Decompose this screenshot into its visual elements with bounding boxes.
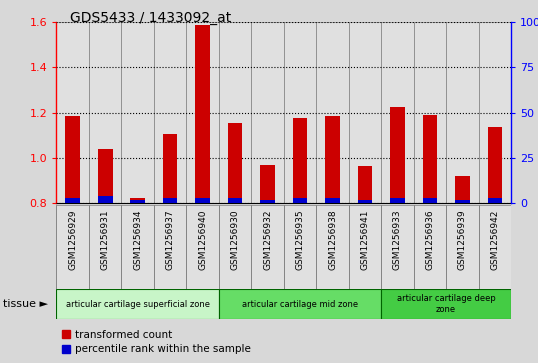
Bar	[98, 196, 112, 203]
Bar	[381, 289, 511, 319]
Bar	[154, 22, 186, 203]
Text: GSM1256936: GSM1256936	[426, 209, 434, 270]
Bar	[251, 205, 284, 289]
Bar	[219, 22, 251, 203]
Text: articular cartilage mid zone: articular cartilage mid zone	[242, 299, 358, 309]
Bar	[130, 200, 145, 203]
Bar	[325, 116, 340, 203]
Bar	[186, 22, 219, 203]
Bar	[260, 165, 275, 203]
Text: GSM1256939: GSM1256939	[458, 209, 467, 270]
Text: GSM1256929: GSM1256929	[68, 209, 77, 270]
Text: GSM1256930: GSM1256930	[231, 209, 239, 270]
Bar	[228, 198, 243, 203]
Text: GDS5433 / 1433092_at: GDS5433 / 1433092_at	[70, 11, 231, 25]
Text: GSM1256940: GSM1256940	[198, 209, 207, 270]
Bar	[479, 205, 511, 289]
Bar	[219, 205, 251, 289]
Bar	[89, 205, 122, 289]
Bar	[423, 198, 437, 203]
Bar	[56, 22, 89, 203]
Text: GSM1256934: GSM1256934	[133, 209, 142, 270]
Bar	[122, 22, 154, 203]
Text: tissue ►: tissue ►	[3, 299, 48, 309]
Bar	[260, 200, 275, 203]
Text: articular cartilage superficial zone: articular cartilage superficial zone	[66, 299, 210, 309]
Text: articular cartilage deep
zone: articular cartilage deep zone	[397, 294, 495, 314]
Bar	[195, 198, 210, 203]
Bar	[251, 22, 284, 203]
Bar	[293, 198, 307, 203]
Bar	[423, 115, 437, 203]
Bar	[349, 205, 381, 289]
Text: GSM1256938: GSM1256938	[328, 209, 337, 270]
Bar	[381, 205, 414, 289]
Bar	[89, 22, 122, 203]
Text: GSM1256931: GSM1256931	[101, 209, 110, 270]
Bar	[195, 25, 210, 203]
Bar	[487, 198, 502, 203]
Text: GSM1256933: GSM1256933	[393, 209, 402, 270]
Bar	[381, 22, 414, 203]
Bar	[414, 22, 446, 203]
Text: GSM1256937: GSM1256937	[166, 209, 175, 270]
Bar	[455, 200, 470, 203]
Bar	[455, 176, 470, 203]
Bar	[487, 127, 502, 203]
Bar	[358, 200, 372, 203]
Bar	[56, 289, 219, 319]
Text: GSM1256942: GSM1256942	[490, 209, 499, 270]
Bar	[316, 22, 349, 203]
Text: GSM1256941: GSM1256941	[360, 209, 370, 270]
Bar	[66, 116, 80, 203]
Bar	[390, 198, 405, 203]
Bar	[284, 205, 316, 289]
Bar	[446, 205, 479, 289]
Bar	[479, 22, 511, 203]
Bar	[325, 198, 340, 203]
Bar	[316, 205, 349, 289]
Bar	[130, 197, 145, 203]
Legend: transformed count, percentile rank within the sample: transformed count, percentile rank withi…	[62, 330, 251, 354]
Bar	[414, 205, 446, 289]
Bar	[446, 22, 479, 203]
Text: GSM1256932: GSM1256932	[263, 209, 272, 270]
Bar	[154, 205, 186, 289]
Bar	[56, 205, 89, 289]
Bar	[390, 107, 405, 203]
Bar	[98, 149, 112, 203]
Bar	[284, 22, 316, 203]
Bar	[122, 205, 154, 289]
Bar	[219, 289, 381, 319]
Bar	[66, 198, 80, 203]
Bar	[228, 123, 243, 203]
Bar	[163, 134, 178, 203]
Bar	[349, 22, 381, 203]
Bar	[163, 198, 178, 203]
Text: GSM1256935: GSM1256935	[295, 209, 305, 270]
Bar	[186, 205, 219, 289]
Bar	[293, 118, 307, 203]
Bar	[358, 166, 372, 203]
